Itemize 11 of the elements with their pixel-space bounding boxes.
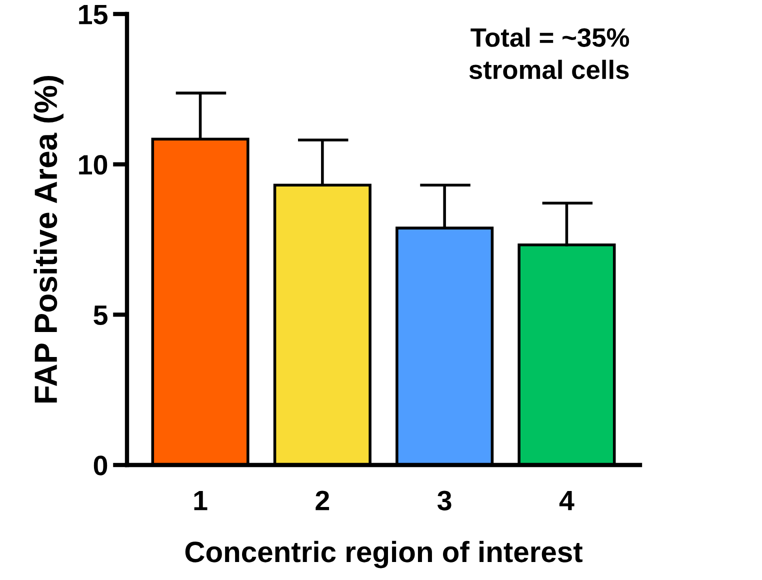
y-tick-label: 10 — [79, 155, 108, 175]
y-tick-label: 5 — [94, 306, 108, 326]
x-tick-label: 3 — [437, 490, 452, 510]
y-axis-title: FAP Positive Area (%) — [34, 76, 64, 402]
annotation: Total = ~35% stromal cells — [469, 28, 630, 80]
x-tick-label: 1 — [194, 491, 208, 510]
x-tick-label: 2 — [316, 490, 330, 510]
y-tick-label: 0 — [94, 456, 108, 476]
y-tick-label: 15 — [79, 4, 108, 24]
x-axis-title: Concentric region of interest — [185, 540, 582, 568]
x-tick-label: 4 — [559, 491, 574, 510]
